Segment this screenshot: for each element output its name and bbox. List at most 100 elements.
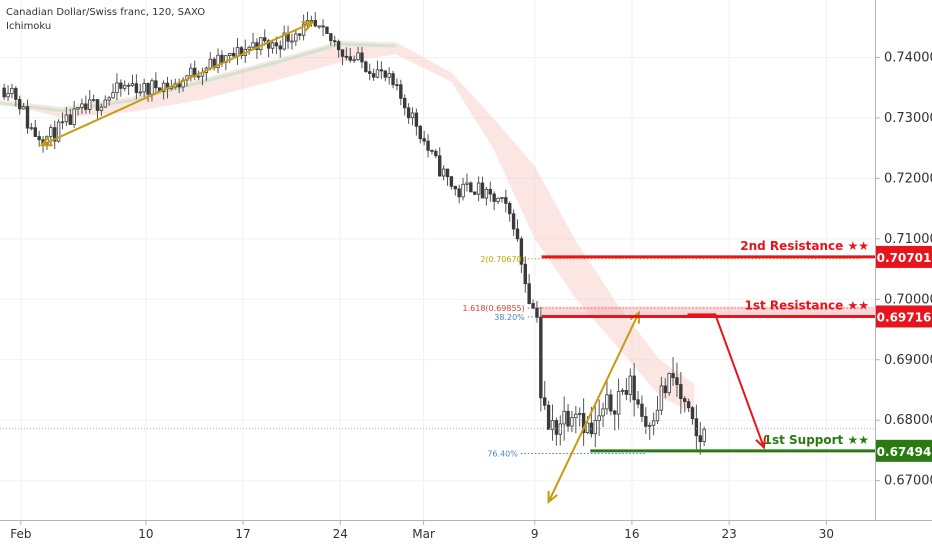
arrow-head	[301, 21, 315, 32]
level-name: 1st Support ★★	[764, 433, 869, 447]
candle-body	[461, 183, 465, 198]
time-tick-label: 17	[235, 527, 250, 541]
candle-body	[14, 87, 18, 100]
candle-body	[488, 188, 492, 195]
candle-body	[445, 168, 450, 178]
candle-body	[469, 182, 473, 193]
candle-body	[119, 82, 123, 89]
chart-legend: Canadian Dollar/Swiss franc, 120, SAXO I…	[6, 6, 205, 34]
candle-body	[480, 182, 485, 199]
candle-body	[663, 385, 667, 394]
candle-body	[476, 182, 481, 195]
candle-body	[146, 82, 150, 95]
candle-body	[562, 410, 566, 425]
candle-body	[76, 107, 80, 110]
candle-body	[546, 404, 551, 430]
candle-body	[60, 121, 65, 124]
candle-body	[387, 73, 391, 78]
candle-body	[294, 33, 298, 42]
candle-body	[247, 46, 251, 50]
candle-body	[605, 394, 609, 410]
candle-body	[624, 390, 629, 395]
candle-body	[403, 97, 407, 109]
candle-body	[130, 83, 135, 86]
candle-body	[21, 106, 26, 110]
arrow-head	[547, 490, 558, 504]
candle-body	[554, 420, 559, 435]
candle-body	[391, 73, 395, 86]
time-axis[interactable]: Feb 10 17 24 Mar 9 16 23 30	[10, 520, 834, 541]
candle-body	[383, 70, 387, 78]
candle-body	[694, 418, 699, 437]
symbol-title[interactable]: Canadian Dollar/Swiss franc, 120, SAXO	[6, 7, 206, 18]
candle-body	[154, 80, 158, 89]
candle-body	[364, 61, 368, 73]
candle-body	[683, 398, 687, 403]
candle-body	[333, 40, 337, 43]
candle-body	[49, 127, 53, 137]
candle-body	[566, 410, 570, 427]
candle-body	[523, 263, 527, 285]
candle-body	[72, 108, 76, 125]
candle-body	[484, 188, 489, 199]
trend-arrow	[41, 21, 313, 147]
candle-body	[126, 84, 131, 87]
candle-body	[492, 193, 496, 202]
candle-body	[329, 33, 333, 42]
candle-body	[64, 114, 69, 123]
candle-body	[675, 377, 679, 385]
candle-body	[581, 413, 586, 434]
candle-body	[578, 413, 582, 415]
time-tick-label: Feb	[10, 527, 31, 541]
candle-body	[29, 127, 34, 130]
candle-body	[702, 428, 706, 442]
candle-body	[379, 69, 384, 72]
trend-arrow	[547, 312, 640, 503]
candle-body	[418, 125, 422, 140]
cloud-area	[0, 40, 695, 415]
candle-body	[632, 375, 636, 401]
candle-body	[352, 59, 356, 62]
candle-body	[150, 80, 154, 95]
candle-body	[644, 416, 648, 427]
candle-body	[368, 71, 372, 74]
candle-body	[208, 58, 212, 69]
candle-body	[138, 91, 142, 94]
candle-body	[441, 168, 446, 177]
candle-body	[33, 127, 37, 137]
candle-body	[375, 69, 380, 78]
candle-body	[667, 373, 671, 394]
candle-body	[496, 197, 500, 202]
candle-body	[410, 112, 415, 119]
candle-body	[123, 84, 127, 89]
candle-body	[161, 82, 166, 92]
time-tick-label: Mar	[412, 527, 435, 541]
time-tick-label: 24	[333, 527, 348, 541]
candle-body	[640, 403, 644, 417]
resistance-zone	[541, 306, 875, 317]
candle-body	[371, 73, 376, 78]
forecast-arrow	[687, 313, 765, 448]
candle-body	[220, 54, 224, 63]
candle-body	[189, 67, 193, 77]
indicator-label[interactable]: Ichimoku	[6, 21, 52, 32]
candle-body	[274, 42, 279, 47]
candle-body	[134, 83, 139, 93]
candle-body	[414, 112, 419, 127]
candle-body	[340, 49, 345, 57]
candle-body	[278, 45, 282, 50]
candle-body	[360, 52, 364, 63]
candle-body	[651, 420, 656, 426]
candle-body	[585, 422, 590, 434]
candle-body	[301, 23, 306, 36]
candle-body	[422, 138, 426, 142]
arrow-head	[755, 436, 766, 450]
candle-body	[321, 25, 325, 28]
candle-body	[2, 87, 6, 98]
time-tick-label: 9	[531, 527, 539, 541]
candle-body	[698, 435, 702, 442]
